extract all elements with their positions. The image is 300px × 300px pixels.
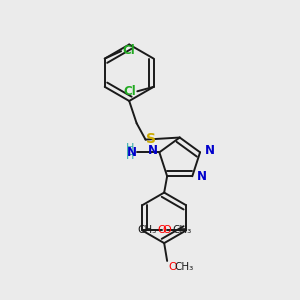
Text: Cl: Cl [123, 85, 136, 98]
Text: N: N [127, 146, 136, 159]
Text: O: O [163, 226, 171, 236]
Text: N: N [205, 144, 214, 157]
Text: H: H [126, 143, 135, 153]
Text: CH₃: CH₃ [175, 262, 194, 272]
Text: H: H [126, 151, 135, 161]
Text: N: N [197, 170, 207, 183]
Text: CH₃: CH₃ [172, 226, 191, 236]
Text: CH₃: CH₃ [137, 226, 156, 236]
Text: S: S [146, 132, 156, 146]
Text: O: O [157, 226, 166, 236]
Text: N: N [148, 144, 158, 157]
Text: Cl: Cl [123, 44, 135, 57]
Text: O: O [168, 262, 177, 272]
